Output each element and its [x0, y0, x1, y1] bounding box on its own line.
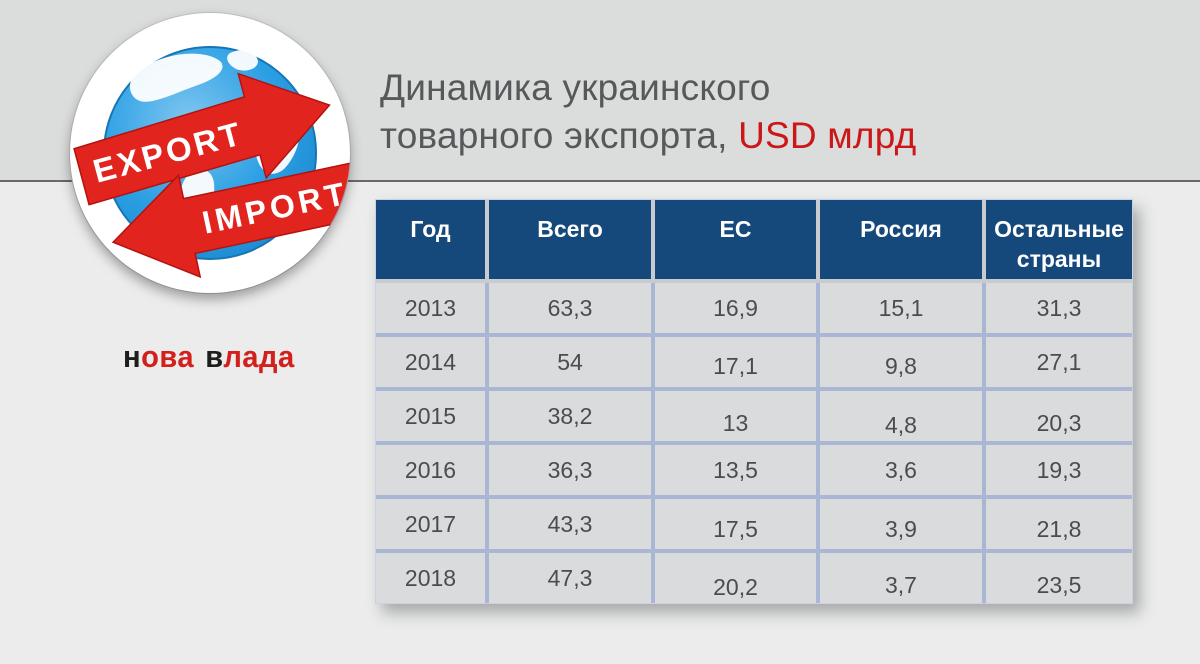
- export-arrow: EXPORT: [73, 72, 331, 206]
- value-cell: 13: [655, 391, 816, 441]
- brand-seg-3: в: [205, 339, 224, 374]
- column-header: Остальные страны: [986, 200, 1132, 279]
- export-table: Год Всего ЕС Россия Остальные страны 2013 63,…: [375, 199, 1133, 604]
- table-body: 2013 63,3 16,9 15,1 31,3 2014 54 17,1 9,8 27,1 201…: [376, 283, 1132, 603]
- value-cell: 13,5: [655, 445, 816, 495]
- value-cell: 3,6: [820, 445, 982, 495]
- value-cell: 63,3: [489, 283, 651, 333]
- year-cell: 2017: [376, 499, 485, 549]
- title-line1: Динамика украинского: [380, 67, 771, 108]
- table-header-row: Год Всего ЕС Россия Остальные страны: [376, 200, 1132, 279]
- column-header: Всего: [489, 200, 651, 279]
- value-cell: 15,1: [820, 283, 982, 333]
- year-cell: 2018: [376, 553, 485, 603]
- value-cell: 36,3: [489, 445, 651, 495]
- value-cell: 23,5: [986, 553, 1132, 603]
- value-cell: 38,2: [489, 391, 651, 441]
- nova-vlada-logo: нова влада: [123, 339, 295, 375]
- column-header: ЕС: [655, 200, 816, 279]
- brand-seg-1: н: [123, 339, 142, 374]
- value-cell: 4,8: [820, 391, 982, 441]
- year-cell: 2014: [376, 337, 485, 387]
- value-cell: 43,3: [489, 499, 651, 549]
- brand-seg-4: лада: [223, 339, 295, 374]
- brand-seg-2: ова: [141, 339, 195, 374]
- value-cell: 19,3: [986, 445, 1132, 495]
- year-cell: 2016: [376, 445, 485, 495]
- slide-title: Динамика украинского товарного экспорта,…: [380, 64, 916, 160]
- value-cell: 17,5: [655, 499, 816, 549]
- value-cell: 21,8: [986, 499, 1132, 549]
- value-cell: 16,9: [655, 283, 816, 333]
- globe-icon: EXPORT IMPORT: [73, 46, 350, 279]
- value-cell: 27,1: [986, 337, 1132, 387]
- value-cell: 20,2: [655, 553, 816, 603]
- value-cell: 3,9: [820, 499, 982, 549]
- export-import-logo: EXPORT IMPORT: [70, 13, 350, 293]
- value-cell: 3,7: [820, 553, 982, 603]
- year-cell: 2015: [376, 391, 485, 441]
- value-cell: 9,8: [820, 337, 982, 387]
- column-header: Россия: [820, 200, 982, 279]
- value-cell: 20,3: [986, 391, 1132, 441]
- value-cell: 17,1: [655, 337, 816, 387]
- value-cell: 31,3: [986, 283, 1132, 333]
- title-highlight: USD млрд: [738, 115, 917, 156]
- value-cell: 54: [489, 337, 651, 387]
- value-cell: 47,3: [489, 553, 651, 603]
- title-line2: товарного экспорта,: [380, 115, 728, 156]
- column-header: Год: [376, 200, 485, 279]
- year-cell: 2013: [376, 283, 485, 333]
